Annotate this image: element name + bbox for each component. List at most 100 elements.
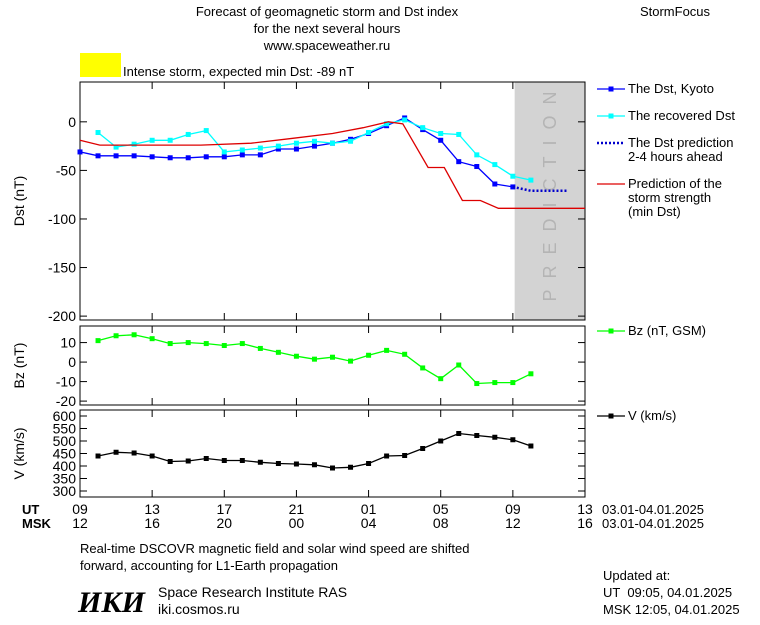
data-point — [113, 153, 119, 159]
title-line: Forecast of geomagnetic storm and Dst in… — [196, 4, 459, 19]
alert-text: Intense storm, expected min Dst: -89 nT — [123, 64, 354, 79]
x-tick-label: 13 — [577, 501, 593, 517]
data-point — [131, 153, 137, 159]
date-range: 03.01-04.01.2025 — [602, 502, 704, 517]
legend-marker — [608, 413, 614, 419]
x-tick-label: 13 — [144, 501, 160, 517]
legend-label: The recovered Dst — [628, 108, 735, 123]
x-tick-label: 09 — [72, 501, 88, 517]
data-point — [474, 164, 480, 170]
data-point — [95, 338, 101, 344]
data-point — [311, 462, 317, 468]
updated-ut: UT 09:05, 04.01.2025 — [603, 585, 732, 600]
y-tick-label: 0 — [68, 114, 76, 130]
data-point — [185, 131, 191, 137]
data-point — [366, 461, 372, 466]
data-point — [203, 456, 209, 461]
logo: ИКИ — [77, 586, 147, 619]
data-point — [348, 464, 354, 470]
data-point — [384, 347, 390, 353]
y-tick-label: -50 — [56, 162, 76, 178]
data-point — [257, 345, 263, 351]
date-range: 03.01-04.01.2025 — [602, 516, 704, 531]
data-point — [330, 465, 335, 471]
data-point — [221, 343, 227, 349]
data-point — [113, 333, 119, 339]
legend-label: The Dst prediction 2-4 hours ahead — [628, 135, 734, 164]
footer-note: forward, accounting for L1-Earth propaga… — [80, 558, 338, 573]
x-tick-label: 21 — [289, 501, 305, 517]
y-tick-label: 10 — [60, 335, 76, 351]
data-point — [330, 140, 335, 146]
data-point — [167, 137, 173, 143]
data-point — [438, 130, 444, 136]
data-point — [456, 131, 462, 137]
x-tick-label: 20 — [216, 515, 232, 531]
x-tick-label: 09 — [505, 501, 521, 517]
series-line — [79, 117, 514, 188]
x-row-name: MSK — [22, 516, 52, 531]
data-point — [149, 154, 155, 160]
data-point — [149, 137, 155, 143]
data-point — [474, 381, 480, 387]
data-point — [293, 353, 299, 359]
x-row-name: UT — [22, 502, 39, 517]
data-point — [275, 143, 281, 149]
data-point — [293, 146, 299, 152]
x-tick-label: 12 — [72, 515, 88, 531]
legend-label: V (km/s) — [628, 408, 676, 423]
x-tick-label: 04 — [361, 515, 377, 531]
data-point — [185, 155, 191, 161]
data-point — [311, 356, 317, 362]
title-line: www.spaceweather.ru — [263, 38, 390, 53]
y-tick-label: -20 — [56, 393, 76, 409]
legend-marker — [608, 86, 614, 92]
data-point — [167, 341, 173, 347]
legend-label: The Dst, Kyoto — [628, 81, 714, 96]
data-point — [293, 461, 299, 467]
y-tick-label: -150 — [48, 260, 76, 276]
data-point — [149, 336, 155, 342]
data-point — [239, 147, 245, 153]
y-tick-label: 600 — [53, 408, 77, 424]
data-point — [239, 341, 245, 347]
x-tick-label: 17 — [216, 501, 232, 517]
brand: StormFocus — [640, 4, 711, 19]
data-point — [474, 152, 480, 158]
data-point — [528, 371, 534, 377]
data-point — [510, 184, 516, 190]
data-point — [167, 459, 173, 464]
data-point — [492, 434, 498, 440]
updated-msk: MSK 12:05, 04.01.2025 — [603, 602, 740, 617]
data-point — [528, 177, 534, 183]
data-point — [257, 459, 263, 465]
y-tick-label: -10 — [56, 374, 76, 390]
y-tick-label: 550 — [53, 421, 77, 437]
y-axis-label: V (km/s) — [11, 427, 27, 479]
data-point — [77, 149, 83, 155]
data-point — [456, 362, 462, 368]
data-point — [275, 146, 281, 152]
data-point — [149, 453, 155, 459]
series-line — [79, 121, 585, 209]
data-point — [221, 458, 227, 463]
data-point — [384, 121, 390, 127]
data-point — [456, 431, 462, 436]
prediction-zone — [514, 82, 585, 320]
legend-label: Bz (nT, GSM) — [628, 323, 706, 338]
data-point — [402, 117, 408, 123]
data-point — [239, 458, 245, 463]
data-point — [510, 380, 516, 386]
data-point — [528, 443, 534, 449]
x-tick-label: 16 — [144, 515, 160, 531]
series-line — [97, 119, 532, 181]
data-point — [348, 358, 354, 364]
institute: Space Research Institute RAS — [158, 584, 347, 600]
data-point — [113, 449, 119, 455]
data-point — [510, 173, 516, 179]
x-tick-label: 08 — [433, 515, 449, 531]
data-point — [131, 450, 137, 456]
data-point — [113, 144, 119, 150]
